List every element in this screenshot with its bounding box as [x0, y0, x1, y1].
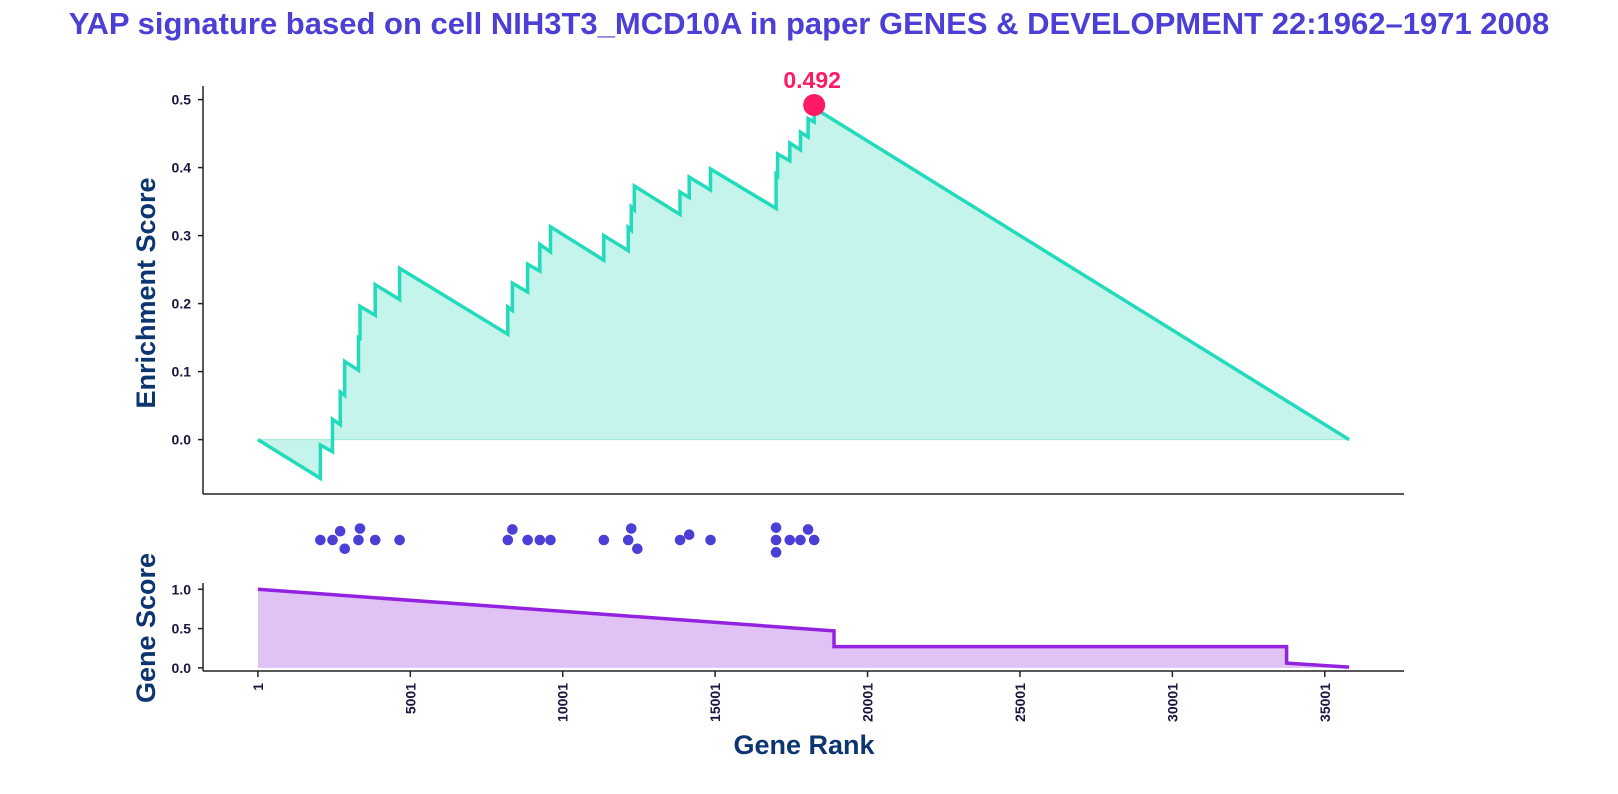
enrichment-y-tick-label: 0.3: [172, 228, 192, 244]
gene-hits-panel: [315, 522, 820, 558]
gene-score-y-ticks: 0.0 0.5 1.0: [172, 581, 203, 676]
gene-hit-dot: [598, 534, 610, 546]
gene-hit-dot: [339, 543, 351, 555]
gene-score-y-tick-label: 1.0: [172, 581, 192, 597]
gene-hit-dot: [770, 522, 782, 533]
gene-rank-tick-label: 20001: [860, 683, 876, 722]
enrichment-y-tick-label: 0.4: [172, 160, 192, 176]
enrichment-y-tick-label: 0.1: [172, 364, 192, 380]
gene-hit-dot: [545, 534, 556, 546]
enrichment-y-label: Enrichment Score: [131, 177, 161, 408]
gene-hit-dot: [369, 534, 381, 546]
gene-hit-dot: [784, 534, 796, 546]
enrichment-score-line: [256, 98, 1351, 482]
gene-hit-dot: [327, 534, 338, 546]
gene-hit-dot: [534, 534, 546, 546]
gene-hit-dot: [632, 543, 643, 555]
gene-hit-dot: [808, 534, 820, 546]
enrichment-y-ticks: 0.0 0.1 0.2 0.3 0.4 0.5: [172, 92, 203, 448]
gene-rank-tick-label: 15001: [707, 683, 723, 722]
gene-hit-dot: [507, 524, 518, 535]
gene-rank-x-ticks: 1 5001 10001 15001 20001 25001 30001 35001: [250, 671, 1333, 722]
enrichment-y-tick-label: 0.5: [172, 92, 192, 108]
gene-hit-dot: [770, 547, 782, 558]
gene-rank-tick-label: 10001: [555, 683, 571, 722]
gene-score-y-label: Gene Score: [131, 553, 161, 703]
gene-rank-tick-label: 35001: [1317, 683, 1333, 722]
gene-score-line: [257, 587, 1350, 669]
gene-rank-tick-label: 5001: [402, 683, 418, 714]
gene-rank-tick-label: 25001: [1012, 683, 1028, 722]
gene-score-y-tick-label: 0.5: [172, 621, 192, 637]
gene-hit-dot: [770, 534, 782, 546]
gene-hit-dot: [354, 523, 366, 534]
gene-rank-x-label: Gene Rank: [733, 730, 875, 760]
gene-hit-dot: [622, 534, 634, 546]
gene-rank-tick-label: 1: [250, 683, 266, 691]
gene-score-panel: 0.00.51.0 1 5001 10001 15001 20001 25001 30001…: [131, 553, 1404, 760]
chart-title: YAP signature based on cell NIH3T3_MCD10…: [69, 6, 1550, 41]
gene-hit-dot: [674, 534, 686, 546]
gene-hit-dot: [683, 529, 695, 541]
enrichment-y-tick-label: 0.2: [172, 296, 192, 312]
gene-hit-dot: [522, 534, 533, 546]
gene-score-y-tick-label: 0.0: [172, 660, 192, 676]
gene-hit-dot: [625, 523, 637, 534]
gene-hit-dot: [802, 524, 814, 535]
enrichment-score-panel: 0.492 0.0 0.1 0.2 0.3 0.4 0.5 Enrichment Scor…: [131, 67, 1404, 495]
peak-label: 0.492: [783, 67, 841, 93]
peak-marker: [803, 94, 826, 117]
enrichment-y-tick-label: 0.0: [172, 432, 192, 448]
gene-rank-tick-label: 30001: [1164, 683, 1180, 722]
gene-hit-dot: [315, 534, 326, 546]
gene-hit-dot: [705, 534, 716, 546]
gene-hit-dot: [334, 525, 346, 537]
gene-hit-dot: [502, 534, 514, 546]
gene-hit-dot: [353, 534, 364, 546]
gene-hit-dot: [394, 534, 405, 546]
enrichment-score-area: [257, 105, 1350, 479]
gene-hit-dot: [795, 534, 806, 546]
